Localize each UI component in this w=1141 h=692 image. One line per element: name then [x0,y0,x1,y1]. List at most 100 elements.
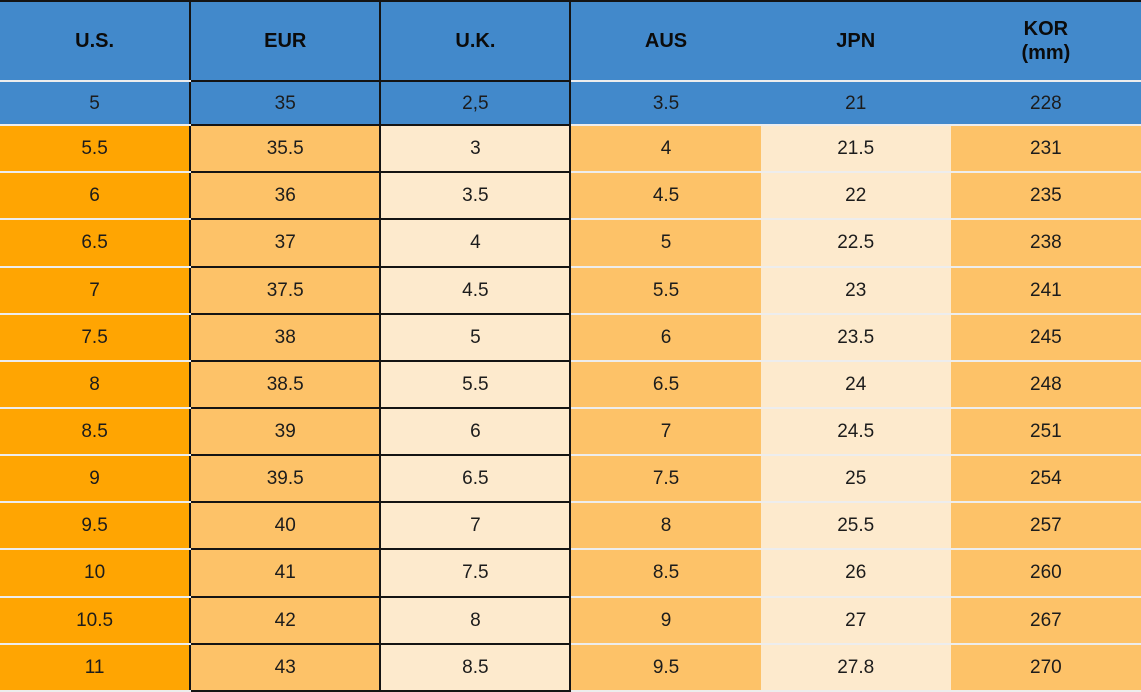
cell-eur-row-4: 37 [189,218,382,268]
cell-aus-row-9: 7.5 [570,455,761,504]
cell-kor-row-11: 260 [950,549,1141,598]
cell-eur-row-6: 38 [189,312,382,362]
cell-jpn-row-3: 22 [760,172,951,221]
column-header-uk: U.K. [379,0,572,82]
cell-jpn-row-10: 25.5 [760,502,951,551]
cell-aus-row-6: 6 [570,313,761,362]
cell-eur-row-8: 39 [189,406,382,457]
cell-uk-row-5: 4.5 [379,265,572,315]
cell-uk-row-11: 7.5 [379,548,572,598]
cell-eur-row-1: 35 [189,79,382,127]
column-header-label: U.K. [455,30,496,52]
column-header-label: EUR [264,30,307,52]
cell-aus-row-1: 3.5 [570,81,761,127]
table-header-row: U.S. EUR U.K. AUS JPN KOR (mm) [0,0,1141,82]
table-row: 7 37.5 4.5 5.5 23 241 [0,265,1141,315]
cell-us-row-11: 10 [0,549,191,598]
cell-kor-row-2: 231 [950,125,1141,174]
cell-jpn-row-9: 25 [760,455,951,504]
column-header-jpn: JPN [760,0,951,82]
table-row: 9.5 40 7 8 25.5 257 [0,501,1141,551]
cell-uk-row-6: 5 [379,312,572,362]
cell-aus-row-2: 4 [570,125,761,174]
cell-uk-row-1: 2,5 [379,79,572,127]
cell-us-row-5: 7 [0,266,191,315]
cell-uk-row-13: 8.5 [379,642,572,692]
column-header-label: AUS [644,30,688,52]
cell-jpn-row-7: 24 [760,360,951,409]
cell-jpn-row-11: 26 [760,549,951,598]
cell-us-row-3: 6 [0,172,191,221]
cell-aus-row-12: 9 [570,596,761,645]
cell-us-row-10: 9.5 [0,502,191,551]
cell-eur-row-12: 42 [189,595,382,645]
cell-us-row-12: 10.5 [0,596,191,645]
cell-us-row-4: 6.5 [0,219,191,268]
cell-kor-row-8: 251 [950,407,1141,457]
cell-eur-row-11: 41 [189,548,382,598]
column-header-aus: AUS [570,0,761,82]
cell-eur-row-10: 40 [189,501,382,551]
cell-eur-row-13: 43 [189,642,382,692]
table-row: 10 41 7.5 8.5 26 260 [0,548,1141,598]
cell-kor-row-10: 257 [950,502,1141,551]
cell-uk-row-7: 5.5 [379,359,572,409]
table-row-highlighted: 5 35 2,5 3.5 21 228 [0,79,1141,127]
table-row: 8.5 39 6 7 24.5 251 [0,406,1141,457]
cell-us-row-2: 5.5 [0,125,191,174]
cell-kor-row-5: 241 [950,266,1141,315]
cell-aus-row-4: 5 [570,219,761,268]
cell-eur-row-5: 37.5 [189,265,382,315]
header-row: U.S. EUR U.K. AUS JPN KOR (mm) [0,0,1141,82]
column-header-kor: KOR (mm) [950,0,1141,82]
column-header-eur: EUR [189,0,382,82]
cell-aus-row-7: 6.5 [570,360,761,409]
table-row: 6.5 37 4 5 22.5 238 [0,218,1141,268]
cell-us-row-13: 11 [0,643,191,692]
cell-kor-row-9: 254 [950,455,1141,504]
table-row: 9 39.5 6.5 7.5 25 254 [0,454,1141,504]
cell-aus-row-5: 5.5 [570,266,761,315]
cell-jpn-row-8: 24.5 [760,407,951,457]
table-row: 7.5 38 5 6 23.5 245 [0,312,1141,362]
cell-jpn-row-13: 27.8 [760,643,951,692]
column-header-us: U.S. [0,0,191,82]
column-header-label: JPN [836,30,876,52]
cell-eur-row-9: 39.5 [189,454,382,504]
table-body: 5 35 2,5 3.5 21 228 5.5 35.5 3 4 21.5 231 6 36 3.5 4.5 2… [0,79,1141,692]
cell-us-row-1: 5 [0,81,191,127]
cell-uk-row-3: 3.5 [379,171,572,221]
cell-aus-row-13: 9.5 [570,643,761,692]
cell-eur-row-7: 38.5 [189,359,382,409]
column-header-label: KOR (mm) [1021,18,1071,64]
cell-aus-row-10: 8 [570,502,761,551]
cell-jpn-row-6: 23.5 [760,313,951,362]
table-row: 5.5 35.5 3 4 21.5 231 [0,124,1141,174]
table-row: 8 38.5 5.5 6.5 24 248 [0,359,1141,409]
column-header-label: U.S. [75,30,115,52]
cell-kor-row-7: 248 [950,360,1141,409]
cell-jpn-row-1: 21 [760,81,951,127]
cell-kor-row-4: 238 [950,219,1141,268]
cell-eur-row-2: 35.5 [189,124,382,174]
cell-aus-row-8: 7 [570,407,761,457]
cell-jpn-row-5: 23 [760,266,951,315]
table-row: 11 43 8.5 9.5 27.8 270 [0,642,1141,692]
table-row: 6 36 3.5 4.5 22 235 [0,171,1141,221]
cell-kor-row-6: 245 [950,313,1141,362]
cell-jpn-row-2: 21.5 [760,125,951,174]
cell-uk-row-9: 6.5 [379,454,572,504]
cell-uk-row-12: 8 [379,595,572,645]
cell-us-row-6: 7.5 [0,313,191,362]
cell-eur-row-3: 36 [189,171,382,221]
cell-us-row-7: 8 [0,360,191,409]
cell-jpn-row-12: 27 [760,596,951,645]
cell-uk-row-8: 6 [379,406,572,457]
cell-aus-row-11: 8.5 [570,549,761,598]
cell-uk-row-4: 4 [379,218,572,268]
cell-kor-row-12: 267 [950,596,1141,645]
cell-uk-row-2: 3 [379,124,572,174]
cell-kor-row-1: 228 [950,81,1141,127]
cell-us-row-8: 8.5 [0,407,191,457]
